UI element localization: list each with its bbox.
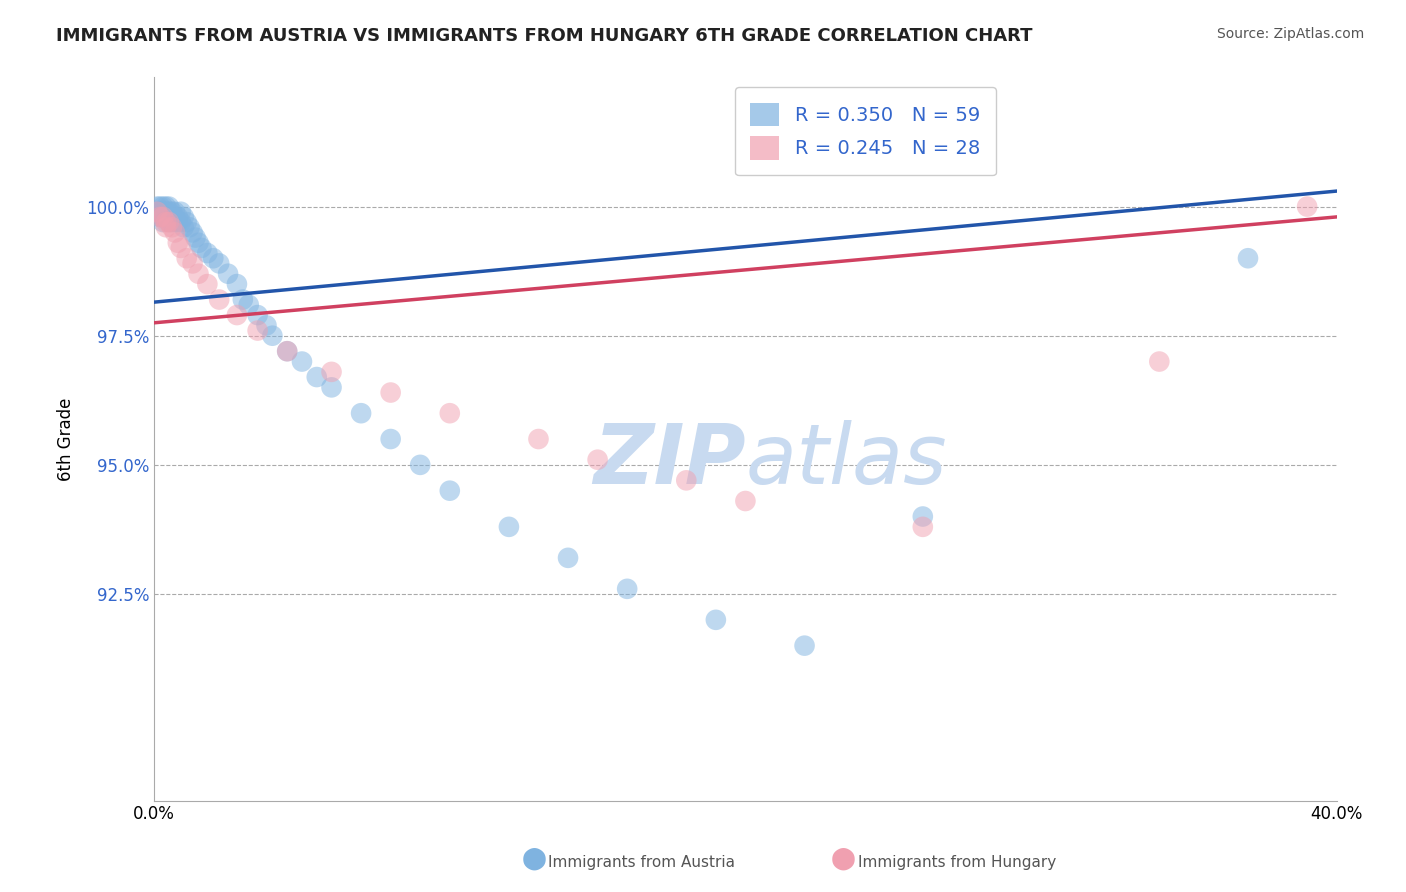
Point: [155, 204, 177, 219]
Point: [155, 215, 177, 229]
Point: [179, 220, 201, 235]
Point: [170, 204, 193, 219]
Point: [350, 406, 373, 420]
Point: [152, 200, 174, 214]
Point: [187, 267, 209, 281]
Point: [586, 452, 609, 467]
Point: [1296, 200, 1319, 214]
Point: [176, 215, 198, 229]
Point: [146, 200, 169, 214]
Point: [181, 256, 204, 270]
Point: [155, 210, 177, 224]
Point: [190, 241, 212, 255]
Point: [616, 582, 638, 596]
Point: [380, 432, 402, 446]
Point: [149, 204, 172, 219]
Point: [911, 520, 934, 534]
Point: [911, 509, 934, 524]
Text: Immigrants from Hungary: Immigrants from Hungary: [858, 855, 1056, 870]
Point: [217, 267, 239, 281]
Point: [166, 210, 188, 224]
Legend: R = 0.350   N = 59, R = 0.245   N = 28: R = 0.350 N = 59, R = 0.245 N = 28: [735, 87, 995, 176]
Point: [149, 210, 172, 224]
Point: [498, 520, 520, 534]
Point: [149, 210, 172, 224]
Point: [160, 215, 183, 229]
Point: [527, 432, 550, 446]
Point: [793, 639, 815, 653]
Text: ⬤: ⬤: [831, 847, 856, 870]
Point: [160, 220, 183, 235]
Point: [155, 220, 177, 235]
Point: [246, 308, 269, 322]
Point: [166, 215, 188, 229]
Point: [160, 210, 183, 224]
Point: [439, 483, 461, 498]
Point: [246, 324, 269, 338]
Point: [208, 293, 231, 307]
Point: [173, 220, 195, 235]
Y-axis label: 6th Grade: 6th Grade: [58, 397, 75, 481]
Point: [170, 215, 193, 229]
Point: [152, 210, 174, 224]
Point: [166, 235, 188, 250]
Point: [163, 226, 186, 240]
Point: [704, 613, 727, 627]
Point: [181, 226, 204, 240]
Point: [305, 370, 328, 384]
Point: [157, 215, 180, 229]
Point: [163, 210, 186, 224]
Text: Immigrants from Austria: Immigrants from Austria: [548, 855, 735, 870]
Point: [170, 241, 193, 255]
Point: [146, 204, 169, 219]
Point: [291, 354, 314, 368]
Point: [380, 385, 402, 400]
Point: [321, 365, 343, 379]
Point: [160, 204, 183, 219]
Point: [163, 204, 186, 219]
Text: IMMIGRANTS FROM AUSTRIA VS IMMIGRANTS FROM HUNGARY 6TH GRADE CORRELATION CHART: IMMIGRANTS FROM AUSTRIA VS IMMIGRANTS FR…: [56, 27, 1033, 45]
Text: Source: ZipAtlas.com: Source: ZipAtlas.com: [1216, 27, 1364, 41]
Point: [256, 318, 278, 333]
Point: [226, 308, 249, 322]
Point: [157, 210, 180, 224]
Point: [439, 406, 461, 420]
Text: ⬤: ⬤: [522, 847, 547, 870]
Point: [276, 344, 298, 359]
Point: [163, 215, 186, 229]
Point: [675, 474, 697, 488]
Point: [1237, 252, 1260, 266]
Point: [157, 200, 180, 214]
Text: ZIP: ZIP: [593, 420, 745, 501]
Point: [238, 298, 260, 312]
Point: [208, 256, 231, 270]
Point: [157, 215, 180, 229]
Point: [149, 200, 172, 214]
Text: atlas: atlas: [745, 420, 948, 501]
Point: [262, 328, 284, 343]
Point: [409, 458, 432, 472]
Point: [1149, 354, 1171, 368]
Point: [202, 252, 225, 266]
Point: [195, 277, 218, 291]
Point: [184, 230, 207, 244]
Point: [187, 235, 209, 250]
Point: [173, 210, 195, 224]
Point: [152, 204, 174, 219]
Point: [232, 293, 254, 307]
Point: [321, 380, 343, 394]
Point: [195, 246, 218, 260]
Point: [176, 252, 198, 266]
Point: [226, 277, 249, 291]
Point: [276, 344, 298, 359]
Point: [157, 204, 180, 219]
Point: [152, 215, 174, 229]
Point: [557, 550, 579, 565]
Point: [155, 200, 177, 214]
Point: [146, 204, 169, 219]
Point: [734, 494, 756, 508]
Point: [152, 210, 174, 224]
